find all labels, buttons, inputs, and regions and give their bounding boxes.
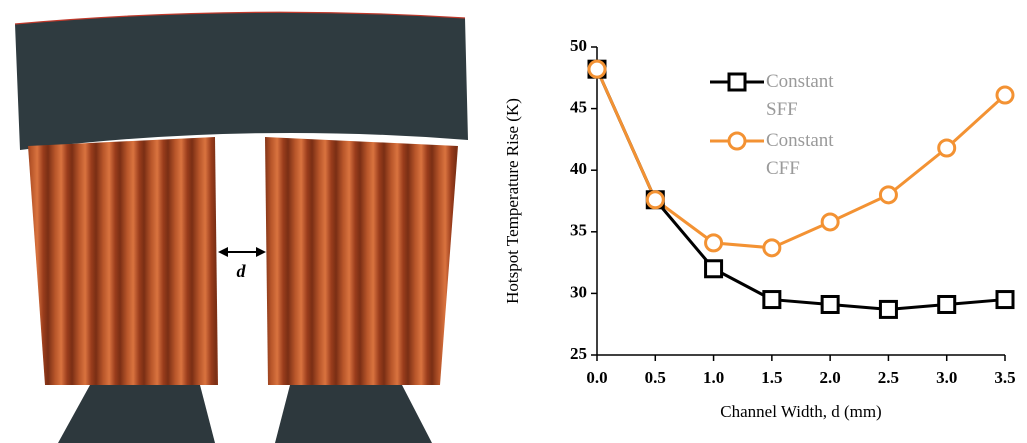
marker: [729, 133, 745, 149]
right-coil: [265, 137, 458, 385]
arrow-head: [256, 247, 266, 257]
illustration: d: [15, 12, 468, 443]
x-tick-label: 0.0: [586, 368, 607, 387]
x-tick-label: 3.5: [994, 368, 1015, 387]
marker: [822, 296, 838, 312]
arrow-head: [218, 247, 228, 257]
legend-label: Constant SFF: [766, 68, 866, 124]
y-axis-title: Hotspot Temperature Rise (K): [503, 98, 522, 304]
x-tick-label: 1.0: [703, 368, 724, 387]
x-tick-label: 1.5: [761, 368, 782, 387]
x-tick-label: 2.0: [820, 368, 841, 387]
x-axis-title: Channel Width, d (mm): [720, 402, 881, 421]
marker: [997, 292, 1013, 308]
y-tick-label: 45: [570, 98, 587, 117]
marker: [997, 87, 1013, 103]
marker: [729, 74, 745, 90]
y-tick-label: 40: [570, 159, 587, 178]
left-coil: [28, 137, 218, 385]
marker: [706, 235, 722, 251]
y-tick-label: 50: [570, 36, 587, 55]
dimension-label: d: [237, 261, 247, 281]
marker: [939, 140, 955, 156]
right-tooth: [275, 385, 432, 443]
marker: [764, 240, 780, 256]
x-tick-label: 3.0: [936, 368, 957, 387]
marker: [822, 214, 838, 230]
marker: [647, 192, 663, 208]
marker: [706, 261, 722, 277]
marker: [764, 292, 780, 308]
marker: [939, 296, 955, 312]
marker: [880, 187, 896, 203]
stator-yoke: [15, 12, 468, 150]
marker: [880, 301, 896, 317]
x-tick-label: 2.5: [878, 368, 899, 387]
marker: [589, 61, 605, 77]
page: d 25 30 35 40 45 50 0.0 0.5 1.0 1.5 2.0 2.5 3.0 3.5 Ch…: [0, 0, 1027, 443]
x-tick-label: 0.5: [645, 368, 666, 387]
legend-label: Constant CFF: [766, 127, 866, 183]
y-tick-label: 25: [570, 344, 587, 363]
y-tick-label: 30: [570, 282, 587, 301]
figure: d 25 30 35 40 45 50 0.0 0.5 1.0 1.5 2.0 2.5 3.0 3.5 Ch…: [0, 0, 1027, 443]
left-tooth: [58, 385, 215, 443]
chart: 25 30 35 40 45 50 0.0 0.5 1.0 1.5 2.0 2.5 3.0 3.5 Chan…: [503, 36, 1016, 421]
y-tick-label: 35: [570, 221, 587, 240]
